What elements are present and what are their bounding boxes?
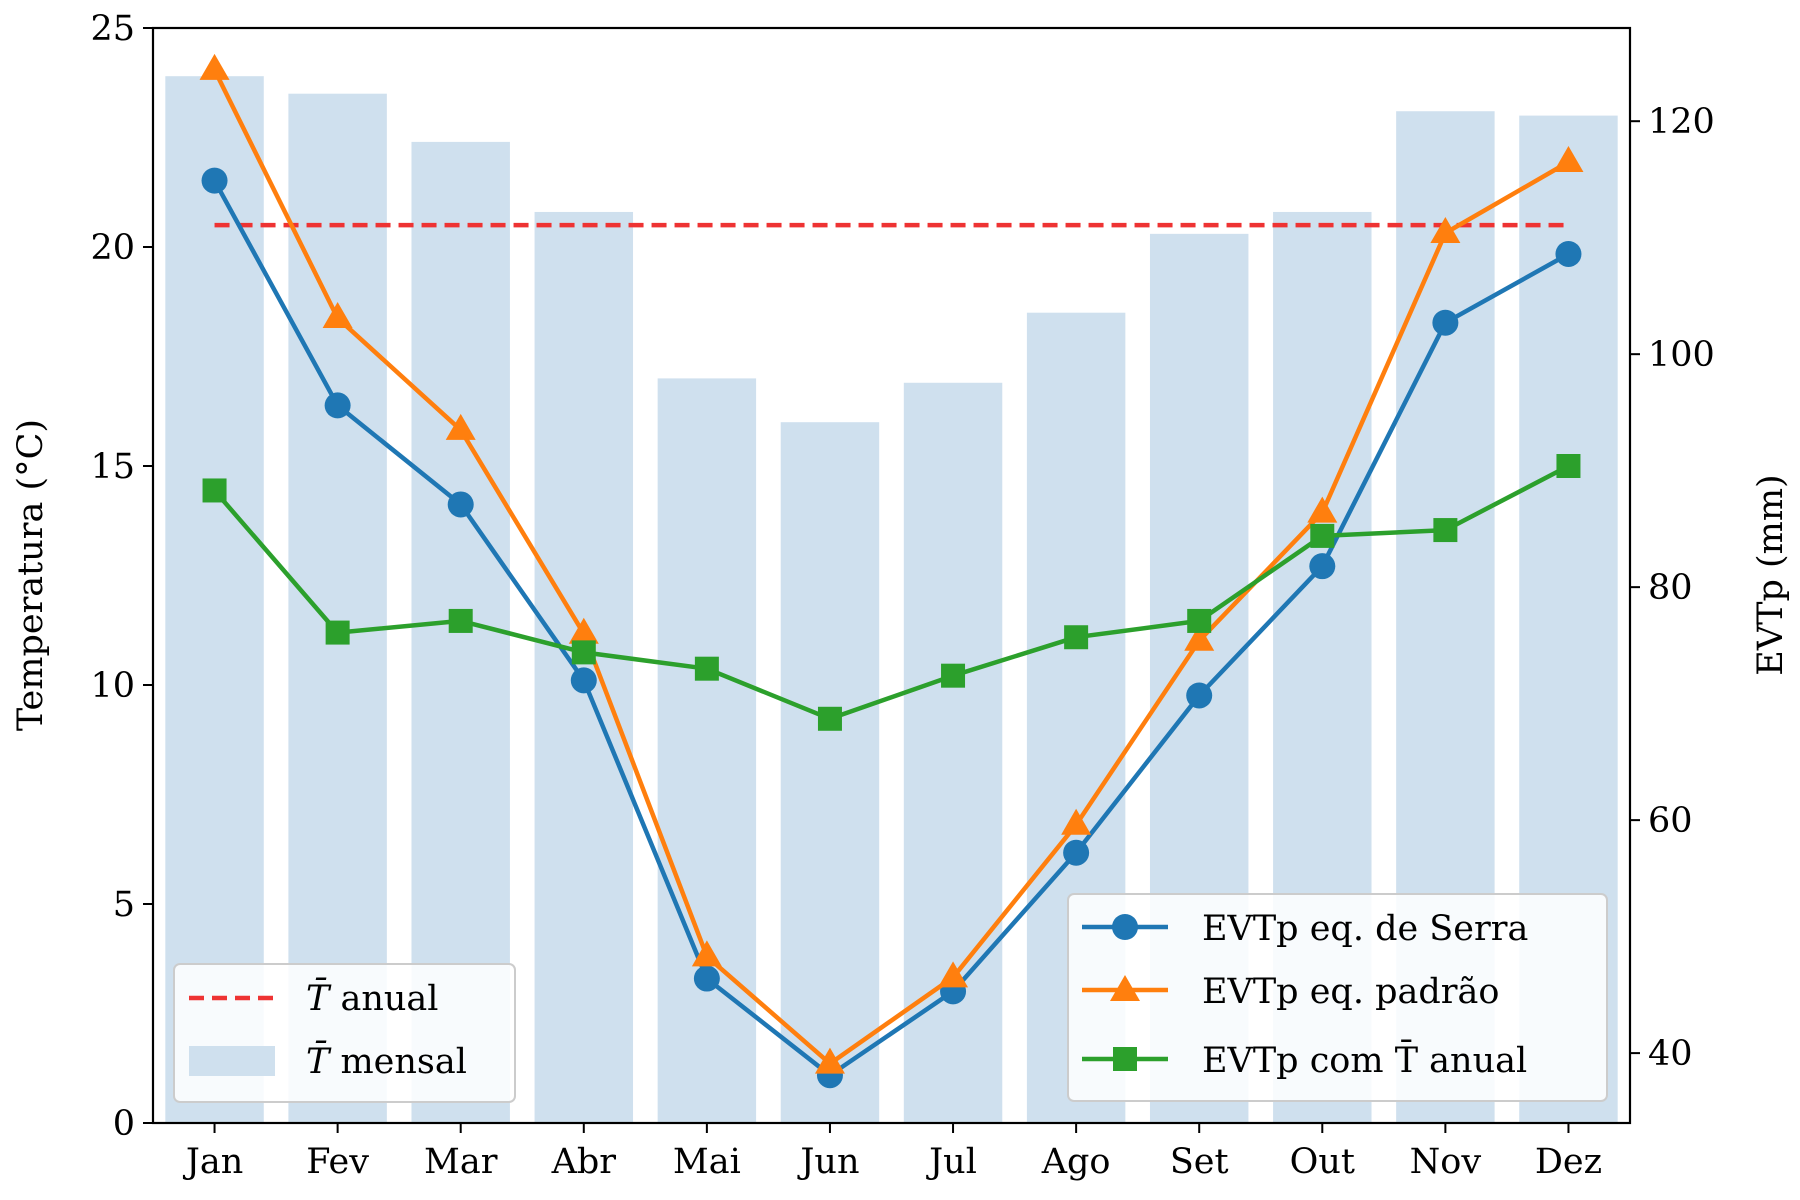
x-tick-label-jan: Jan (183, 1142, 243, 1182)
right-tick-label-100: 100 (1648, 335, 1715, 375)
legend-padrao-marker (1110, 975, 1140, 1001)
x-tick-label-fev: Fev (306, 1142, 369, 1182)
point-annual-temp-set (1187, 608, 1212, 633)
point-annual-temp-nov (1433, 518, 1458, 543)
bar-monthly-mean-jul (903, 382, 1003, 1123)
left-tick-label-5: 5 (113, 885, 135, 925)
point-padrao-jul (938, 961, 969, 988)
series-layer (199, 53, 1584, 1089)
point-padrao-abr (568, 617, 599, 644)
right-tick-label-120: 120 (1648, 102, 1715, 142)
series-annual-temp (202, 454, 1581, 731)
point-annual-temp-jul (941, 663, 966, 688)
point-padrao-ago (1061, 808, 1092, 835)
point-serra-mar (447, 491, 474, 518)
point-padrao-mar (445, 413, 476, 440)
legend-padrao-label: EVTp eq. padrão (1202, 972, 1499, 1012)
legend-monthly-mean-label: T̄ mensal (306, 1040, 467, 1082)
left-tick-label-0: 0 (113, 1104, 135, 1144)
point-serra-jan (201, 167, 228, 194)
right-tick-label-40: 40 (1648, 1034, 1693, 1074)
series-line-padrao (212, 68, 1570, 1066)
left-tick-label-20: 20 (90, 228, 135, 268)
point-serra-ago (1063, 839, 1090, 866)
point-annual-temp-jan (202, 478, 227, 503)
point-annual-temp-mai (694, 656, 719, 681)
x-tick-label-mar: Mar (424, 1142, 498, 1182)
left-tick-label-15: 15 (90, 447, 135, 487)
point-annual-temp-mar (448, 608, 473, 633)
point-padrao-dez (1553, 145, 1584, 172)
point-serra-set (1186, 682, 1213, 709)
x-tick-label-jul: Jul (926, 1142, 977, 1182)
right-axis-label: EVTp (mm) (1751, 474, 1791, 675)
point-annual-temp-fev (325, 620, 350, 645)
point-serra-dez (1555, 240, 1582, 267)
point-annual-temp-jun (817, 706, 842, 731)
left-tick-label-10: 10 (90, 666, 135, 706)
legend-serra-marker (1112, 914, 1138, 940)
left-tick-label-25: 25 (90, 9, 135, 49)
legend-monthly-mean-swatch (189, 1046, 275, 1076)
x-tick-label-abr: Abr (551, 1142, 617, 1182)
legend-evtp-box (1067, 893, 1608, 1102)
plot-frame (151, 26, 1632, 1125)
left-axis-label: Temperatura (°C) (11, 419, 51, 731)
right-axis: 40 60 80 100 120 (1630, 102, 1715, 1074)
point-padrao-jan (199, 53, 230, 80)
legend-evtp: EVTp eq. de Serra EVTp eq. padrão EVTp c… (1067, 893, 1608, 1102)
point-serra-nov (1432, 309, 1459, 336)
bar-monthly-mean-mai (657, 378, 757, 1123)
x-tick-label-ago: Ago (1041, 1142, 1111, 1182)
x-tick-label-out: Out (1290, 1142, 1355, 1182)
left-axis: 0 5 10 15 20 25 (90, 9, 153, 1144)
point-annual-temp-ago (1064, 625, 1089, 650)
right-tick-label-60: 60 (1648, 801, 1693, 841)
x-tick-label-set: Set (1170, 1142, 1229, 1182)
point-padrao-nov (1430, 217, 1461, 244)
point-padrao-mai (691, 940, 722, 967)
point-padrao-set (1184, 624, 1215, 651)
bar-monthly-mean-fev (288, 93, 387, 1124)
right-tick-label-80: 80 (1648, 568, 1693, 608)
series-line-annual-temp (212, 464, 1570, 722)
point-padrao-fev (322, 302, 353, 329)
x-axis: Jan Fev Mar Abr Mai Jun Jul Ago Set Out Nov Dez (183, 1123, 1602, 1182)
point-padrao-out (1307, 496, 1338, 523)
bar-monthly-mean-jan (165, 76, 264, 1123)
legend-annual-temp-label: EVTp com T̄ anual (1202, 1039, 1527, 1081)
series-line-serra (212, 179, 1570, 1078)
legend-serra-label: EVTp eq. de Serra (1202, 909, 1528, 949)
point-serra-abr (570, 667, 597, 694)
legend-annual-mean-label: T̄ anual (306, 977, 439, 1019)
point-serra-mai (693, 965, 720, 992)
point-serra-fev (324, 392, 351, 419)
point-annual-temp-abr (571, 640, 596, 665)
x-tick-label-jun: Jun (797, 1142, 859, 1182)
bar-monthly-mean-jun (780, 422, 880, 1123)
point-padrao-jun (814, 1047, 845, 1074)
legend-temperature: T̄ anual T̄ mensal (173, 963, 516, 1103)
x-tick-label-nov: Nov (1410, 1142, 1482, 1182)
point-serra-out (1309, 553, 1336, 580)
x-tick-label-mai: Mai (673, 1142, 741, 1182)
legend-annual-temp-marker (1113, 1047, 1137, 1071)
series-padrao (199, 53, 1584, 1074)
x-tick-label-dez: Dez (1535, 1142, 1602, 1182)
point-annual-temp-out (1310, 523, 1335, 548)
point-annual-temp-dez (1556, 454, 1581, 478)
